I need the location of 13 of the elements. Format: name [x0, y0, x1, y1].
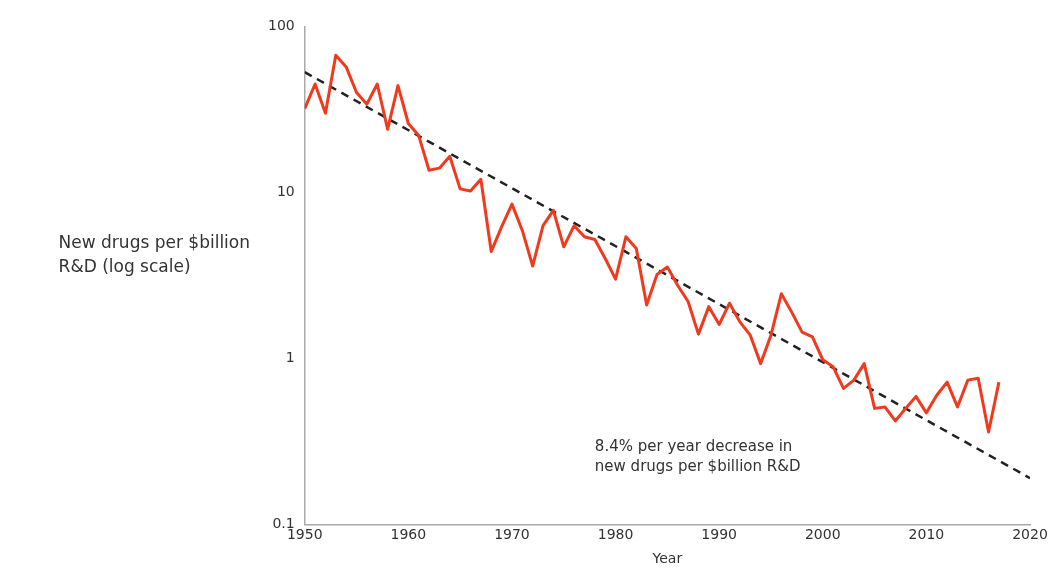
annotation: 8.4% per year decrease in new drugs per $billion R&D	[594, 437, 801, 476]
x-tick-label: 2000	[804, 526, 841, 543]
x-tick-label: 1980	[597, 526, 634, 543]
y-tick-label: 10	[276, 183, 295, 200]
x-tick-label: 1960	[390, 526, 427, 543]
x-tick-label: 1990	[701, 526, 737, 543]
y-tick-label: 100	[267, 17, 295, 34]
x-tick-label: 1970	[494, 526, 530, 543]
x-tick-label: 2010	[908, 526, 945, 543]
y-tick-label: 1	[285, 349, 295, 366]
x-axis-title: Year	[651, 550, 683, 567]
y-axis-title: New drugs per $billion R&D (log scale)	[58, 231, 251, 276]
x-tick-label: 2020	[1012, 526, 1048, 543]
